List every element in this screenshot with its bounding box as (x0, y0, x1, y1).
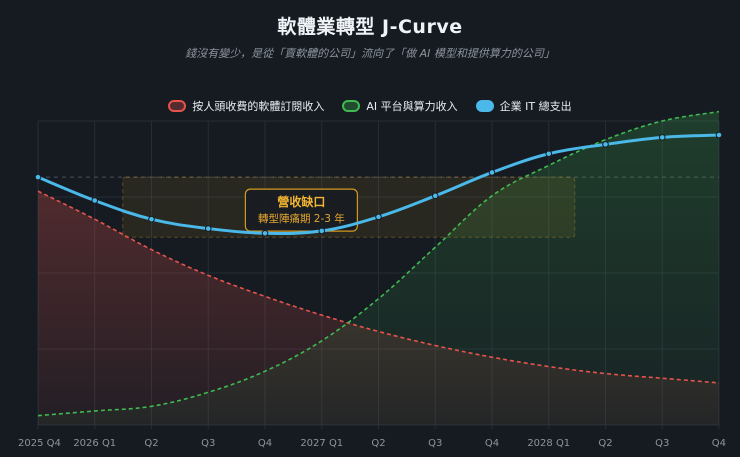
revenue-gap-title: 營收缺口 (277, 194, 325, 209)
x-tick-label: 2027 Q1 (300, 438, 343, 449)
chart-title: 軟體業轉型 J-Curve (277, 16, 463, 38)
legend-label-subscription: 按人頭收費的軟體訂閱收入 (192, 100, 325, 113)
legend-swatch-ai (342, 100, 361, 112)
point-it-spend (602, 141, 609, 148)
x-tick-label: 2028 Q1 (527, 438, 570, 449)
area-fills (38, 111, 719, 426)
point-it-spend (34, 173, 42, 181)
point-it-spend (204, 225, 212, 232)
legend-item-it-spend[interactable]: 企業 IT 總支出 (475, 98, 572, 114)
x-tick-label: Q3 (201, 438, 215, 449)
legend-label-it-spend: 企業 IT 總支出 (499, 100, 572, 113)
point-it-spend (318, 227, 326, 235)
line-subscription (37, 190, 720, 384)
legend-swatch-subscription (168, 100, 187, 112)
x-tick-label: Q2 (144, 438, 158, 449)
chart-subtitle: 錢沒有變少，是從「賣軟體的公司」流向了「做 AI 模型和提供算力的公司」 (185, 47, 555, 60)
legend-label-ai: AI 平台與算力收入 (366, 100, 458, 113)
point-it-spend (261, 229, 269, 237)
revenue-gap-label-box (244, 188, 358, 232)
line-ai (37, 110, 720, 417)
legend-item-subscription[interactable]: 按人頭收費的軟體訂閱收入 (168, 98, 324, 114)
x-tick-label: Q2 (371, 438, 385, 449)
point-it-spend (715, 131, 723, 139)
area-ai (38, 111, 719, 426)
point-it-spend (545, 150, 553, 158)
x-tick-label: Q4 (485, 438, 499, 449)
legend-swatch-it-spend (475, 100, 494, 112)
series-points (34, 131, 723, 237)
x-tick-label: Q4 (258, 438, 272, 449)
point-it-spend (148, 215, 155, 223)
x-tick-label: 2026 Q1 (73, 438, 116, 449)
x-tick-label: Q2 (598, 438, 612, 449)
legend-item-ai[interactable]: AI 平台與算力收入 (342, 98, 458, 114)
x-tick-label: Q3 (428, 438, 442, 449)
x-tick-label: 2025 Q4 (18, 438, 61, 449)
x-axis: 2025 Q4 2026 Q1 Q2 Q3 Q4 2027 Q1 Q2 Q3 Q4 2028 Q1… (18, 438, 726, 449)
x-tick-label: Q4 (712, 438, 726, 449)
point-it-spend (488, 169, 496, 176)
x-tick-label: Q3 (655, 438, 669, 449)
point-it-spend (375, 213, 382, 221)
point-it-spend (431, 192, 439, 200)
point-it-spend (658, 134, 666, 141)
revenue-gap-subtitle: 轉型陣痛期 2-3 年 (258, 212, 345, 225)
legend: 按人頭收費的軟體訂閱收入 AI 平台與算力收入 企業 IT 總支出 (0, 98, 740, 114)
point-it-spend (91, 197, 99, 204)
